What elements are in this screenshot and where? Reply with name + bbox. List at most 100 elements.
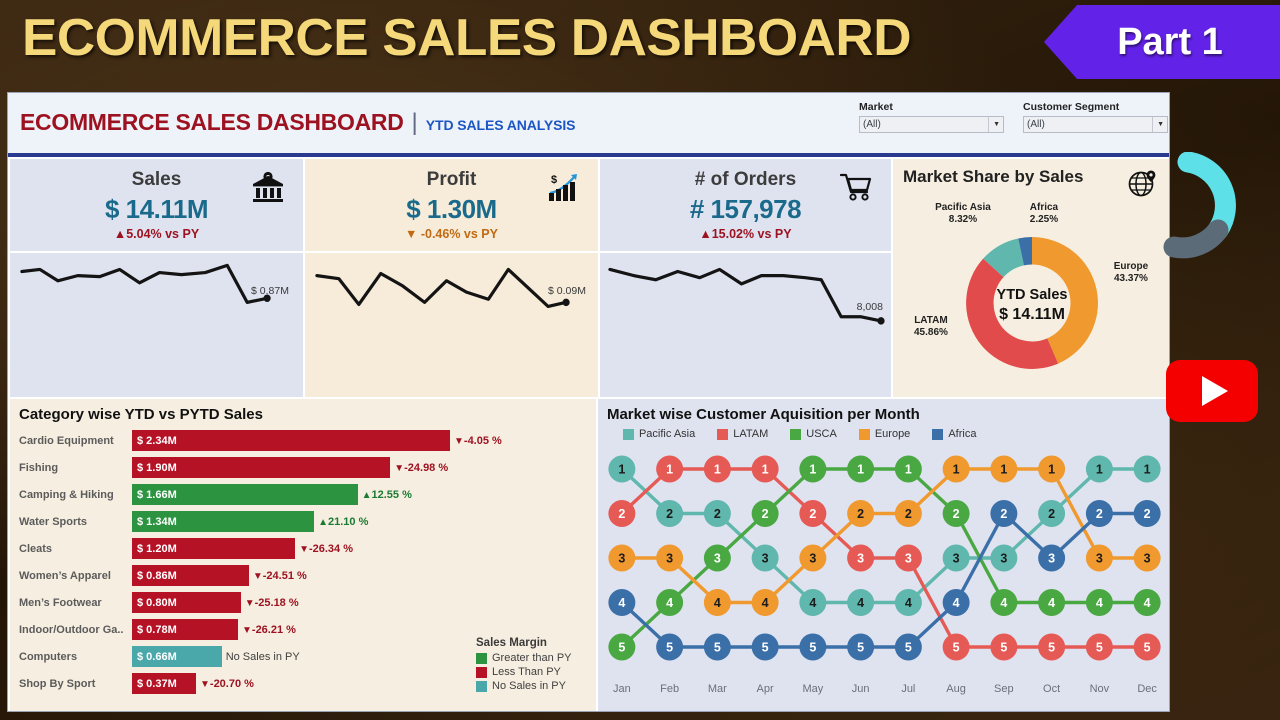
bump-node[interactable]: 1 <box>1085 455 1113 483</box>
acquisition-legend-item[interactable]: Europe <box>858 428 910 440</box>
bump-node[interactable]: 4 <box>799 589 827 616</box>
bump-node[interactable]: 1 <box>1133 455 1161 483</box>
category-variance-label: ▼-24.51 % <box>252 569 307 582</box>
bump-node[interactable]: 3 <box>942 544 970 572</box>
youtube-play-icon[interactable] <box>1166 360 1258 422</box>
bump-node[interactable]: 4 <box>608 589 636 616</box>
bump-node[interactable]: 4 <box>894 589 922 616</box>
bump-node[interactable]: 4 <box>847 589 875 616</box>
bump-node[interactable]: 1 <box>751 455 779 483</box>
kpi-card-orders[interactable]: # of Orders # 157,978 ▲15.02% vs PY 8,00… <box>599 159 891 397</box>
category-bar-row[interactable]: Water Sports $ 1.34M ▲21.10 % <box>10 508 598 535</box>
kpi-card-profit[interactable]: Profit $ 1.30M ▼ -0.46% vs PY $ $ 0.09M <box>304 159 598 397</box>
bump-node[interactable]: 5 <box>656 633 684 661</box>
bump-line-europe <box>620 467 1149 605</box>
acquisition-legend-item[interactable]: Africa <box>932 428 976 440</box>
bump-node[interactable]: 5 <box>894 633 922 661</box>
bump-node[interactable]: 1 <box>799 455 827 483</box>
bump-node[interactable]: 3 <box>751 544 779 572</box>
bump-node[interactable]: 1 <box>847 455 875 483</box>
bump-node[interactable]: 2 <box>1038 500 1066 527</box>
bump-node[interactable]: 5 <box>1085 633 1113 661</box>
kpi-orders-sparkline: 8,008 <box>599 253 891 397</box>
legend-label-less-than-py: Less Than PY <box>492 666 561 678</box>
bump-node[interactable]: 4 <box>1133 589 1161 616</box>
bump-node[interactable]: 2 <box>799 500 827 527</box>
bump-node[interactable]: 2 <box>751 500 779 527</box>
bump-node[interactable]: 4 <box>1085 589 1113 616</box>
bump-node[interactable]: 1 <box>608 455 636 483</box>
category-bar-row[interactable]: Indoor/Outdoor Ga.. $ 0.78M ▼-26.21 % <box>10 616 598 643</box>
category-bar-row[interactable]: Cleats $ 1.20M ▼-26.34 % <box>10 535 598 562</box>
bump-node[interactable]: 4 <box>942 589 970 616</box>
customer-acquisition-panel[interactable]: Market wise Customer Aquisition per Mont… <box>597 399 1169 711</box>
bump-node-rank: 3 <box>1000 552 1007 566</box>
bump-node[interactable]: 4 <box>990 589 1018 616</box>
bump-node[interactable]: 5 <box>990 633 1018 661</box>
category-bar-row[interactable]: Computers $ 0.66M No Sales in PY <box>10 643 598 670</box>
acquisition-legend-item[interactable]: LATAM <box>717 428 768 440</box>
filter-market-dropdown[interactable]: (All) ▼ <box>859 116 1004 133</box>
bump-node[interactable]: 2 <box>656 500 684 527</box>
category-bar-row[interactable]: Women’s Apparel $ 0.86M ▼-24.51 % <box>10 562 598 589</box>
bump-node[interactable]: 5 <box>608 633 636 661</box>
bump-node[interactable]: 1 <box>656 455 684 483</box>
bump-node[interactable]: 2 <box>894 500 922 527</box>
bump-node[interactable]: 5 <box>703 633 731 661</box>
bump-node[interactable]: 5 <box>1133 633 1161 661</box>
kpi-card-sales[interactable]: Sales $ 14.11M ▲5.04% vs PY $ $ 0.87M <box>10 159 303 397</box>
bump-node[interactable]: 3 <box>990 544 1018 572</box>
donut-slice-pacific-asia <box>983 238 1024 278</box>
bump-node[interactable]: 5 <box>1038 633 1066 661</box>
bump-node[interactable]: 5 <box>751 633 779 661</box>
bump-node[interactable]: 3 <box>1038 544 1066 572</box>
bump-node[interactable]: 2 <box>1085 500 1113 527</box>
bump-node[interactable]: 1 <box>942 455 970 483</box>
category-bar-row[interactable]: Fishing $ 1.90M ▼-24.98 % <box>10 454 598 481</box>
filter-customer-segment[interactable]: Customer Segment (All) ▼ <box>1023 101 1168 133</box>
bump-node[interactable]: 3 <box>894 544 922 572</box>
category-bar-row[interactable]: Men’s Footwear $ 0.80M ▼-25.18 % <box>10 589 598 616</box>
bump-node[interactable]: 4 <box>1038 589 1066 616</box>
category-bar: $ 0.66M <box>132 646 222 667</box>
category-bar-row[interactable]: Camping & Hiking $ 1.66M ▲12.55 % <box>10 481 598 508</box>
bump-node-rank: 2 <box>1144 507 1151 521</box>
category-bar-row[interactable]: Shop By Sport $ 0.37M ▼-20.70 % <box>10 670 598 697</box>
bump-node[interactable]: 5 <box>799 633 827 661</box>
bump-node[interactable]: 3 <box>1085 544 1113 572</box>
bump-node[interactable]: 2 <box>608 500 636 527</box>
bump-node[interactable]: 3 <box>703 544 731 572</box>
filter-segment-dropdown[interactable]: (All) ▼ <box>1023 116 1168 133</box>
market-share-card[interactable]: Market Share by Sales YT <box>892 159 1169 397</box>
filter-market[interactable]: Market (All) ▼ <box>859 101 1004 133</box>
bump-node[interactable]: 2 <box>942 500 970 527</box>
category-bar-row[interactable]: Cardio Equipment $ 2.34M ▼-4.05 % <box>10 427 598 454</box>
bump-node[interactable]: 2 <box>1133 500 1161 527</box>
bump-node[interactable]: 1 <box>703 455 731 483</box>
acquisition-legend-item[interactable]: Pacific Asia <box>622 428 695 440</box>
category-variance-label: ▼-26.21 % <box>242 623 296 636</box>
category-sales-panel[interactable]: Category wise YTD vs PYTD Sales Cardio E… <box>10 399 598 711</box>
trend-up-icon: ▲ <box>699 227 712 241</box>
bump-node[interactable]: 3 <box>656 544 684 572</box>
bump-node[interactable]: 4 <box>656 589 684 616</box>
bump-node[interactable]: 1 <box>990 455 1018 483</box>
bump-node[interactable]: 1 <box>894 455 922 483</box>
bump-node[interactable]: 4 <box>751 589 779 616</box>
bump-node[interactable]: 5 <box>847 633 875 661</box>
bump-node[interactable]: 4 <box>703 589 731 616</box>
bump-node[interactable]: 2 <box>990 500 1018 527</box>
bump-node[interactable]: 1 <box>1038 455 1066 483</box>
bump-node-circle <box>990 455 1018 483</box>
bump-node-rank: 4 <box>809 596 816 610</box>
bump-node[interactable]: 5 <box>942 633 970 661</box>
bump-node[interactable]: 3 <box>799 544 827 572</box>
acquisition-legend-item[interactable]: USCA <box>790 428 837 440</box>
bump-node[interactable]: 2 <box>703 500 731 527</box>
bump-node[interactable]: 2 <box>847 500 875 527</box>
bump-node[interactable]: 3 <box>847 544 875 572</box>
category-variance-label: ▼-4.05 % <box>454 434 502 447</box>
bump-node[interactable]: 3 <box>1133 544 1161 572</box>
donut-center-label: YTD Sales <box>996 287 1067 303</box>
bump-node[interactable]: 3 <box>608 544 636 572</box>
